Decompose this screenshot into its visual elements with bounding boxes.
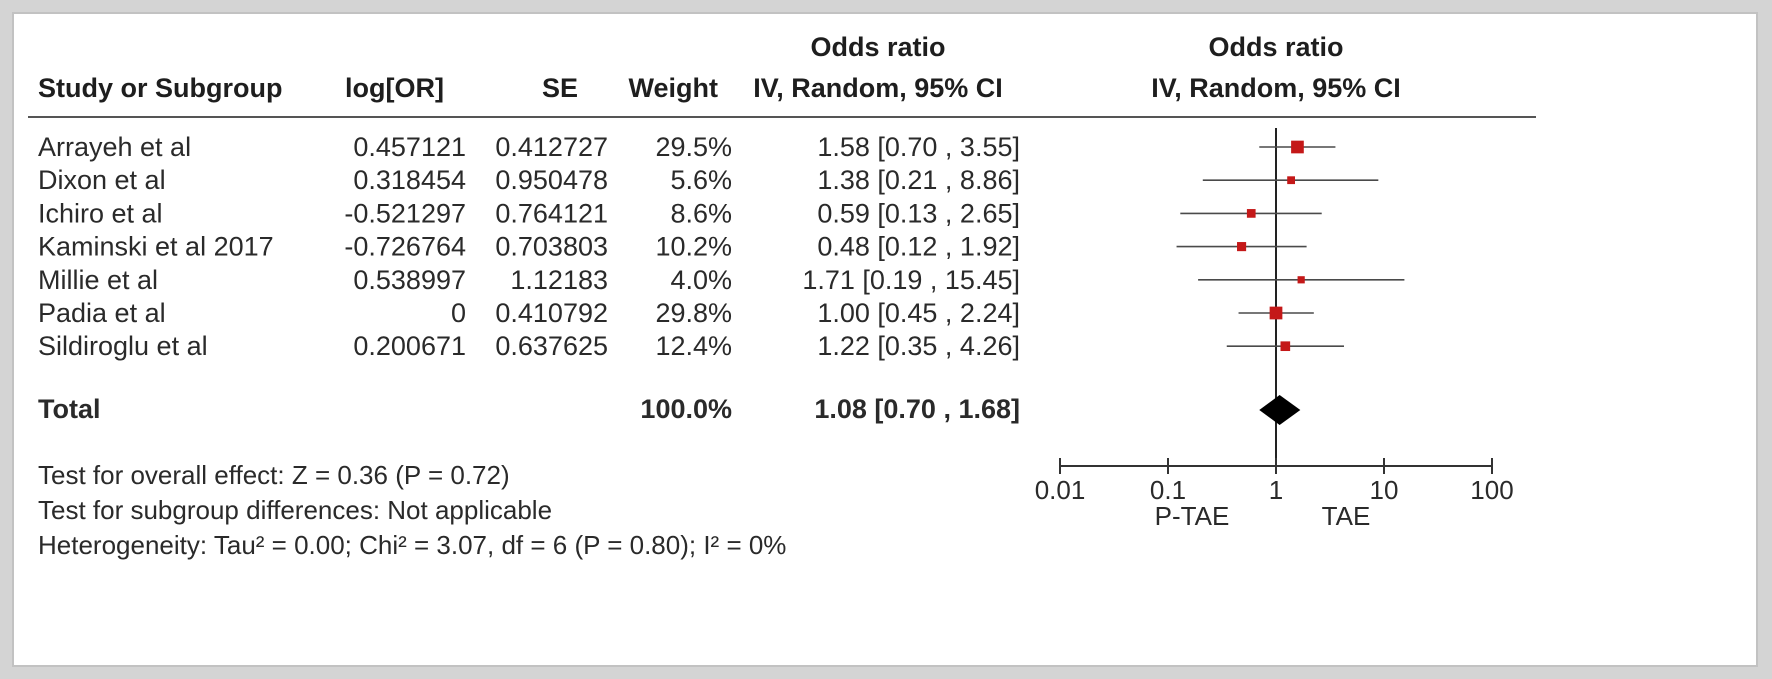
figure-frame <box>12 12 1758 667</box>
subgroup-differences-text: Test for subgroup differences: Not appli… <box>38 495 552 525</box>
x-tick-label: 100 <box>1470 475 1513 505</box>
overall-effect-text: Test for overall effect: Z = 0.36 (P = 0… <box>38 460 510 490</box>
pooled-diamond <box>1259 395 1301 425</box>
or-ci-value: 1.22 [0.35 , 4.26] <box>817 331 1020 361</box>
log-or-value: 0.318454 <box>353 165 466 195</box>
log-or-value: 0 <box>451 298 466 328</box>
or-ci-value: 0.48 [0.12 , 1.92] <box>817 232 1020 262</box>
study-name: Kaminski et al 2017 <box>38 232 274 262</box>
effect-marker <box>1280 341 1291 352</box>
study-name: Arrayeh et al <box>38 132 191 162</box>
x-tick-label: 1 <box>1269 475 1283 505</box>
se-value: 0.410792 <box>495 298 608 328</box>
weight-value: 10.2% <box>655 232 732 262</box>
study-name: Ichiro et al <box>38 198 163 228</box>
effect-marker <box>1297 276 1305 284</box>
log-or-value: 0.457121 <box>353 132 466 162</box>
plot-header-title: Odds ratio <box>1208 32 1343 62</box>
or-ci-value: 0.59 [0.13 , 2.65] <box>817 198 1020 228</box>
study-name: Millie et al <box>38 265 158 295</box>
weight-value: 29.8% <box>655 298 732 328</box>
study-name: Sildiroglu et al <box>38 331 208 361</box>
favours-left-label: P-TAE <box>1155 501 1230 531</box>
weight-value: 8.6% <box>670 198 732 228</box>
header-se: SE <box>542 73 578 103</box>
log-or-value: -0.521297 <box>344 198 466 228</box>
se-value: 0.950478 <box>495 165 608 195</box>
total-label: Total <box>38 394 101 424</box>
header-study: Study or Subgroup <box>38 73 282 103</box>
weight-value: 29.5% <box>655 132 732 162</box>
table-row: Kaminski et al 2017 -0.726764 0.703803 10.2… <box>38 232 1020 262</box>
total-or-text: 1.08 [0.70 , 1.68] <box>814 394 1020 424</box>
heterogeneity-text: Heterogeneity: Tau² = 0.00; Chi² = 3.07,… <box>38 530 786 560</box>
log-or-value: 0.538997 <box>353 265 466 295</box>
se-value: 0.764121 <box>495 198 608 228</box>
plot-area: 0.01 0.1 1 10 100 P-TAE TAE <box>1035 128 1514 531</box>
se-value: 0.637625 <box>495 331 608 361</box>
or-ci-value: 1.58 [0.70 , 3.55] <box>817 132 1020 162</box>
x-tick-label: 0.01 <box>1035 475 1086 505</box>
se-value: 1.12183 <box>510 265 608 295</box>
table-row: Millie et al 0.538997 1.12183 4.0% 1.71 [0.1… <box>38 265 1020 295</box>
study-rows: Arrayeh et al 0.457121 0.412727 29.5% 1.58 [… <box>38 132 1020 361</box>
table-row: Dixon et al 0.318454 0.950478 5.6% 1.38 [0.2… <box>38 165 1020 195</box>
header-log-or: log[OR] <box>345 73 444 103</box>
or-ci-value: 1.38 [0.21 , 8.86] <box>817 165 1020 195</box>
log-or-value: 0.200671 <box>353 331 466 361</box>
table-row: Sildiroglu et al 0.200671 0.637625 12.4% 1.2… <box>38 331 1020 361</box>
study-name: Dixon et al <box>38 165 166 195</box>
x-tick-label: 0.1 <box>1150 475 1186 505</box>
or-ci-value: 1.71 [0.19 , 15.45] <box>802 265 1020 295</box>
effect-marker <box>1237 242 1247 252</box>
favours-right-label: TAE <box>1322 501 1371 531</box>
x-tick-label: 10 <box>1370 475 1399 505</box>
se-value: 0.703803 <box>495 232 608 262</box>
table-row: Ichiro et al -0.521297 0.764121 8.6% 0.59 [0… <box>38 198 1020 228</box>
weight-value: 12.4% <box>655 331 732 361</box>
se-value: 0.412727 <box>495 132 608 162</box>
or-ci-value: 1.00 [0.45 , 2.24] <box>817 298 1020 328</box>
effect-marker <box>1269 306 1283 320</box>
log-or-value: -0.726764 <box>344 232 466 262</box>
header-or-title: Odds ratio <box>810 32 945 62</box>
weight-value: 5.6% <box>670 165 732 195</box>
effect-marker <box>1246 209 1256 218</box>
header-weight: Weight <box>629 73 719 103</box>
table-row: Arrayeh et al 0.457121 0.412727 29.5% 1.58 [… <box>38 132 1020 162</box>
header-or-method: IV, Random, 95% CI <box>753 73 1003 103</box>
table-row: Padia et al 0 0.410792 29.8% 1.00 [0.45 , 2.… <box>38 298 1020 328</box>
plot-header-method: IV, Random, 95% CI <box>1151 73 1401 103</box>
study-name: Padia et al <box>38 298 166 328</box>
effect-marker <box>1287 176 1295 185</box>
effect-marker <box>1291 140 1304 154</box>
weight-value: 4.0% <box>670 265 732 295</box>
total-weight: 100.0% <box>640 394 732 424</box>
